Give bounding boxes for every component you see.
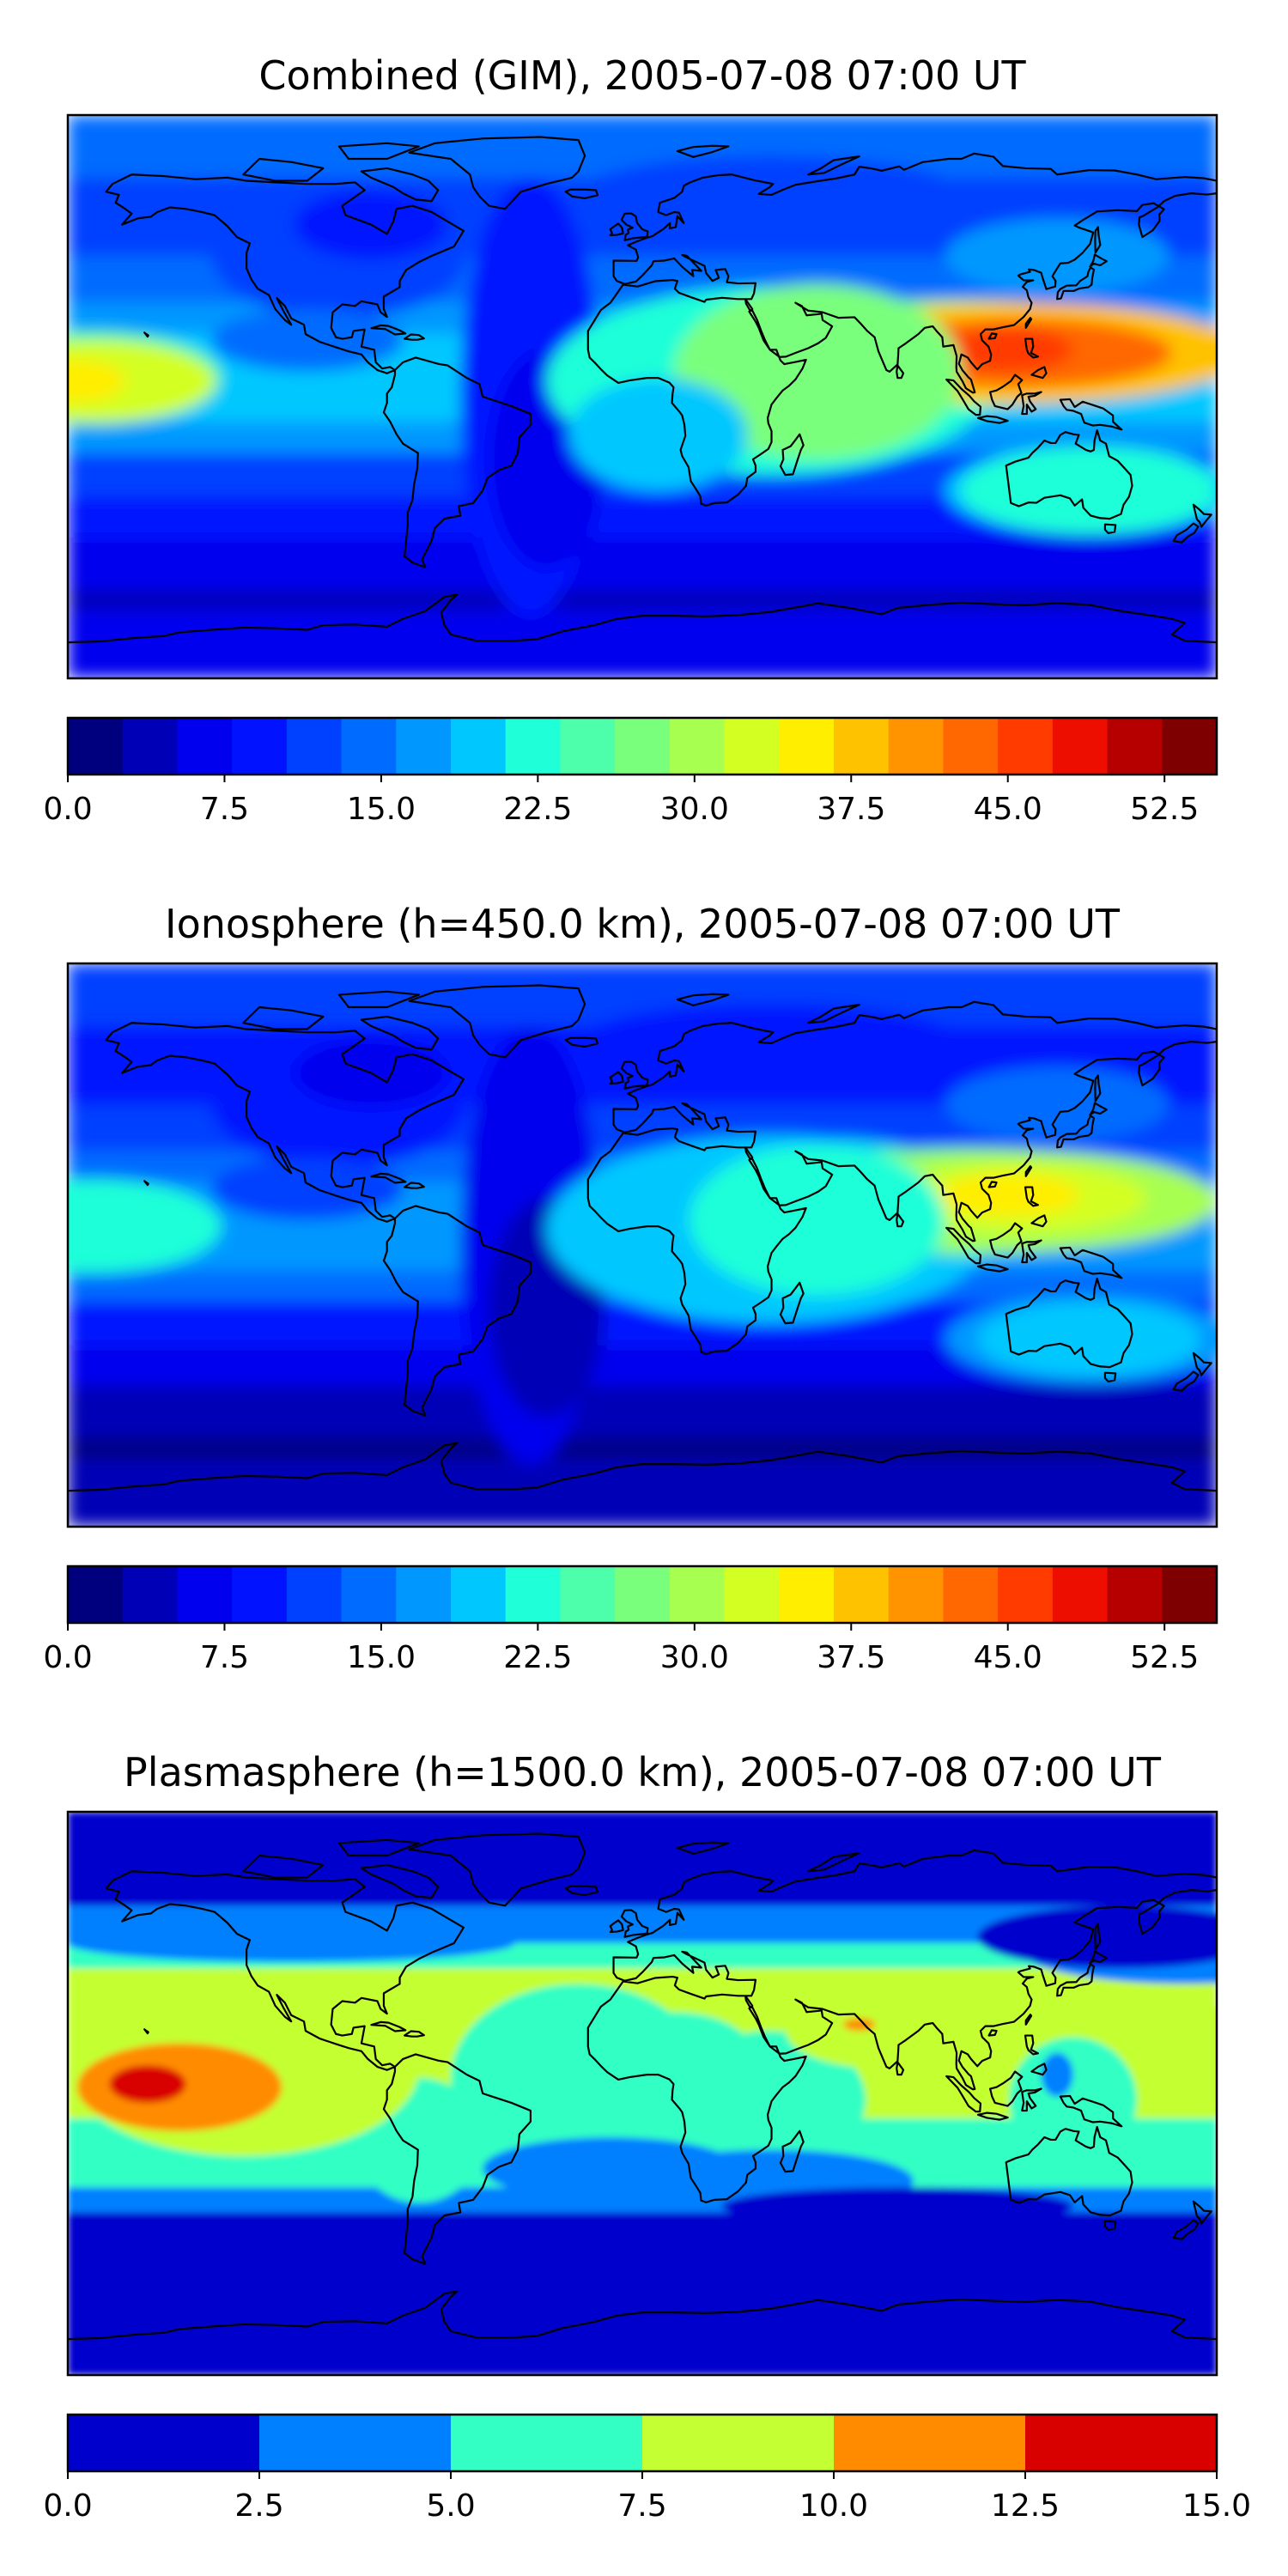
colorbar-swatch: [888, 718, 944, 775]
colorbar-swatch: [451, 1566, 507, 1623]
colorbar-swatch: [642, 2415, 835, 2471]
colorbar-tick-label: 15.0: [347, 792, 416, 827]
colorbar-tick-label: 22.5: [503, 1640, 572, 1675]
colorbar-ionosphere: 0.0 7.5 15.0 22.5 30.0 37.5 45.0 52.5: [43, 1564, 1218, 1675]
map-title-combined: Combined (GIM), 2005-07-08 07:00 UT: [258, 52, 1026, 99]
panel-plasmasphere: Plasmasphere (h=1500.0 km), 2005-07-08 0…: [43, 1749, 1251, 2524]
colorbar-swatch: [177, 1566, 233, 1623]
colorbar-swatch: [68, 2415, 260, 2471]
coastlines-plasmasphere: [68, 1834, 1217, 2375]
colorbar-swatch: [451, 2415, 643, 2471]
colorbar-frame: [66, 1564, 1218, 1625]
colorbar-swatch: [1162, 1566, 1218, 1623]
colorbar-tick-label: 7.5: [617, 2488, 666, 2524]
colorbar-swatch: [1107, 718, 1163, 775]
colorbar-swatch: [68, 718, 124, 775]
colorbar-tick-label: 0.0: [43, 2488, 92, 2524]
colorbar-swatch: [286, 718, 343, 775]
colorbar-tick-label: 22.5: [503, 792, 572, 827]
colorbar-tick-label: 0.0: [43, 1640, 92, 1675]
colorbar-tick-label: 15.0: [1182, 2488, 1251, 2524]
colorbar-tick-label: 7.5: [200, 1640, 249, 1675]
map-title-plasmasphere: Plasmasphere (h=1500.0 km), 2005-07-08 0…: [124, 1749, 1162, 1795]
colorbar-tick-label: 2.5: [234, 2488, 283, 2524]
colorbar-swatch: [122, 1566, 178, 1623]
colorbar-tick-label: 52.5: [1130, 792, 1199, 827]
colorbar-tick-label: 12.5: [991, 2488, 1060, 2524]
colorbar-frame: [66, 716, 1218, 776]
colorbar-swatch: [998, 718, 1054, 775]
colorbar-swatch: [943, 1566, 999, 1623]
colorbar-swatch: [1162, 718, 1218, 775]
coastlines-combined: [68, 137, 1217, 678]
colorbar-swatch: [888, 1566, 944, 1623]
colorbar-swatch: [560, 718, 616, 775]
colorbar-swatch: [505, 718, 561, 775]
colorbar-tick-label: 30.0: [660, 1640, 729, 1675]
colorbar-tick-label: 5.0: [426, 2488, 475, 2524]
colorbar-swatch: [724, 1566, 780, 1623]
colorbar-swatch: [669, 1566, 726, 1623]
colorbar-swatch: [341, 718, 397, 775]
colorbar-swatch: [779, 718, 835, 775]
colorbar-tick-label: 7.5: [200, 792, 249, 827]
colorbar-swatch: [779, 1566, 835, 1623]
colorbar-swatch: [1052, 718, 1109, 775]
colorbar-tick-label: 37.5: [817, 792, 885, 827]
colorbar-swatch: [177, 718, 233, 775]
colorbar-swatch: [834, 1566, 890, 1623]
map-frame-ionosphere: [66, 962, 1218, 1528]
colorbar-swatch: [998, 1566, 1054, 1623]
colorbar-swatch: [669, 718, 726, 775]
colorbar-swatch: [724, 718, 780, 775]
colorbar-swatch: [505, 1566, 561, 1623]
colorbar-swatch: [834, 718, 890, 775]
colorbar-swatch: [943, 718, 999, 775]
map-frame-plasmasphere: [66, 1810, 1218, 2377]
colorbar-swatch: [286, 1566, 343, 1623]
colorbar-swatch: [560, 1566, 616, 1623]
colorbar-swatch: [615, 718, 671, 775]
colorbar-swatch: [259, 2415, 452, 2471]
map-title-ionosphere: Ionosphere (h=450.0 km), 2005-07-08 07:0…: [165, 901, 1121, 947]
colorbar-swatch: [615, 1566, 671, 1623]
colorbar-plasmasphere: 0.0 2.5 5.0 7.5 10.0 12.5 15.0: [43, 2413, 1251, 2524]
colorbar-combined: 0.0 7.5 15.0 22.5 30.0 37.5 45.0 52.5: [43, 716, 1218, 827]
colorbar-swatch: [232, 718, 288, 775]
map-frame-combined: [66, 113, 1218, 680]
colorbar-swatch: [68, 1566, 124, 1623]
colorbar-tick-label: 10.0: [799, 2488, 868, 2524]
map-field-ionosphere: [68, 963, 1217, 1527]
colorbar-swatch: [1025, 2415, 1218, 2471]
panel-combined: Combined (GIM), 2005-07-08 07:00 UT 0.0 7…: [43, 52, 1218, 827]
colorbar-swatch: [396, 718, 452, 775]
colorbar-tick-label: 15.0: [347, 1640, 416, 1675]
colorbar-swatch: [122, 718, 178, 775]
map-field-plasmasphere: [68, 1812, 1217, 2375]
colorbar-tick-label: 45.0: [974, 792, 1042, 827]
colorbar-tick-label: 30.0: [660, 792, 729, 827]
colorbar-swatch: [232, 1566, 288, 1623]
colorbar-swatch: [1052, 1566, 1109, 1623]
colorbar-tick-label: 45.0: [974, 1640, 1042, 1675]
colorbar-swatch: [834, 2415, 1026, 2471]
colorbar-swatch: [1107, 1566, 1163, 1623]
coastlines-ionosphere: [68, 986, 1217, 1527]
colorbar-swatch: [451, 718, 507, 775]
colorbar-tick-label: 52.5: [1130, 1640, 1199, 1675]
colorbar-swatch: [341, 1566, 397, 1623]
panel-ionosphere: Ionosphere (h=450.0 km), 2005-07-08 07:0…: [43, 901, 1218, 1675]
map-field-combined: [68, 115, 1217, 678]
colorbar-swatch: [396, 1566, 452, 1623]
colorbar-tick-label: 37.5: [817, 1640, 885, 1675]
colorbar-tick-label: 0.0: [43, 792, 92, 827]
